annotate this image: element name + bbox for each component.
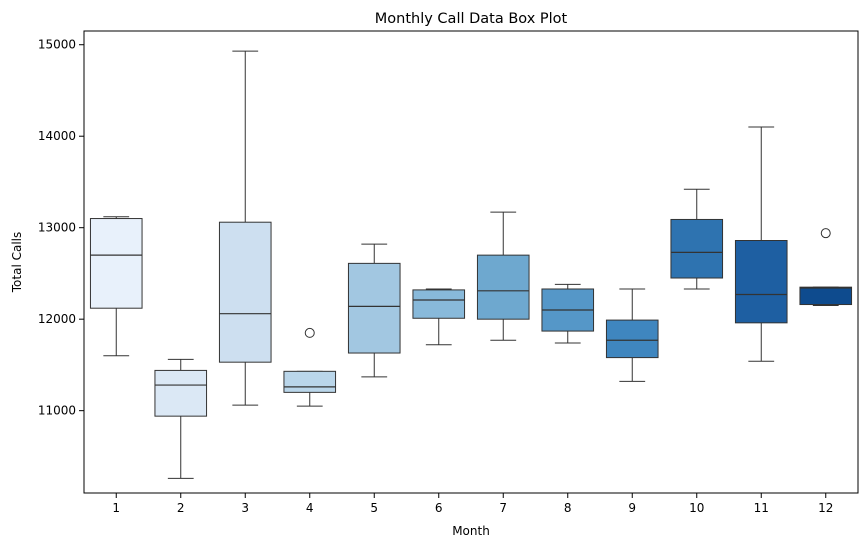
chart-title: Monthly Call Data Box Plot [375, 11, 568, 27]
x-tick-label: 3 [241, 501, 249, 515]
iqr-box [734, 240, 788, 324]
box-month-9 [605, 288, 659, 382]
y-axis-label: Total Calls [10, 232, 24, 294]
box-month-7 [476, 211, 530, 341]
plot-frame [83, 30, 859, 494]
outlier-point [820, 228, 831, 239]
x-tick-label: 4 [306, 501, 314, 515]
iqr-box [154, 369, 208, 417]
box-month-6 [412, 288, 466, 346]
plot-content [89, 50, 853, 479]
x-tick-label: 9 [628, 501, 636, 515]
x-axis: 1 2 3 4 5 6 7 8 9 10 11 12 [112, 493, 833, 515]
y-tick-label: 12000 [38, 312, 76, 326]
iqr-box [605, 319, 659, 359]
x-tick-label: 1 [112, 501, 120, 515]
x-tick-label: 7 [499, 501, 507, 515]
box-month-12 [799, 228, 853, 306]
iqr-box [89, 218, 143, 309]
y-tick-label: 13000 [38, 221, 76, 235]
box-month-5 [347, 243, 401, 378]
x-tick-label: 5 [370, 501, 378, 515]
iqr-box [347, 262, 401, 354]
x-tick-label: 11 [754, 501, 769, 515]
x-tick-label: 8 [564, 501, 572, 515]
iqr-box [412, 289, 466, 319]
iqr-box [670, 218, 724, 279]
x-tick-label: 2 [177, 501, 185, 515]
box-month-1 [89, 216, 143, 357]
box-month-8 [541, 283, 595, 344]
x-axis-label: Month [452, 524, 490, 538]
x-tick-label: 10 [689, 501, 704, 515]
y-tick-label: 14000 [38, 129, 76, 143]
y-axis: 11000 12000 13000 14000 15000 [38, 38, 84, 418]
iqr-box [218, 221, 272, 363]
outlier-point [304, 327, 315, 338]
y-tick-label: 15000 [38, 38, 76, 52]
box-month-11 [734, 126, 788, 362]
x-tick-label: 12 [818, 501, 833, 515]
iqr-box [283, 370, 337, 393]
iqr-box [476, 254, 530, 320]
iqr-box [799, 286, 853, 306]
box-month-2 [154, 358, 208, 479]
box-month-3 [218, 50, 272, 406]
x-tick-label: 6 [435, 501, 443, 515]
y-tick-label: 11000 [38, 404, 76, 418]
box-month-10 [670, 188, 724, 290]
box-month-4 [283, 327, 337, 407]
